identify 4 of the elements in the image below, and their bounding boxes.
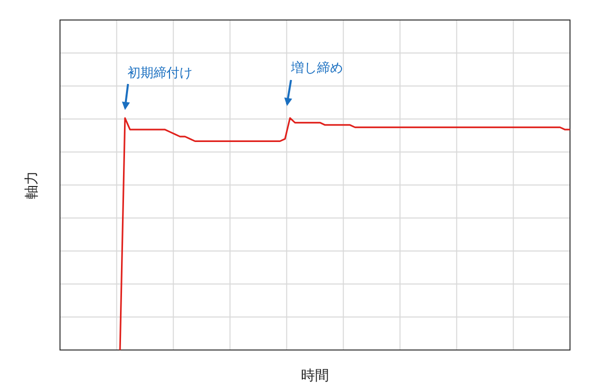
text: 初期締付け [128,66,192,81]
x-axis-title: 時間 [301,368,329,384]
y-axis-title: 軸力 [24,171,40,199]
text: 増し締め [290,60,343,76]
